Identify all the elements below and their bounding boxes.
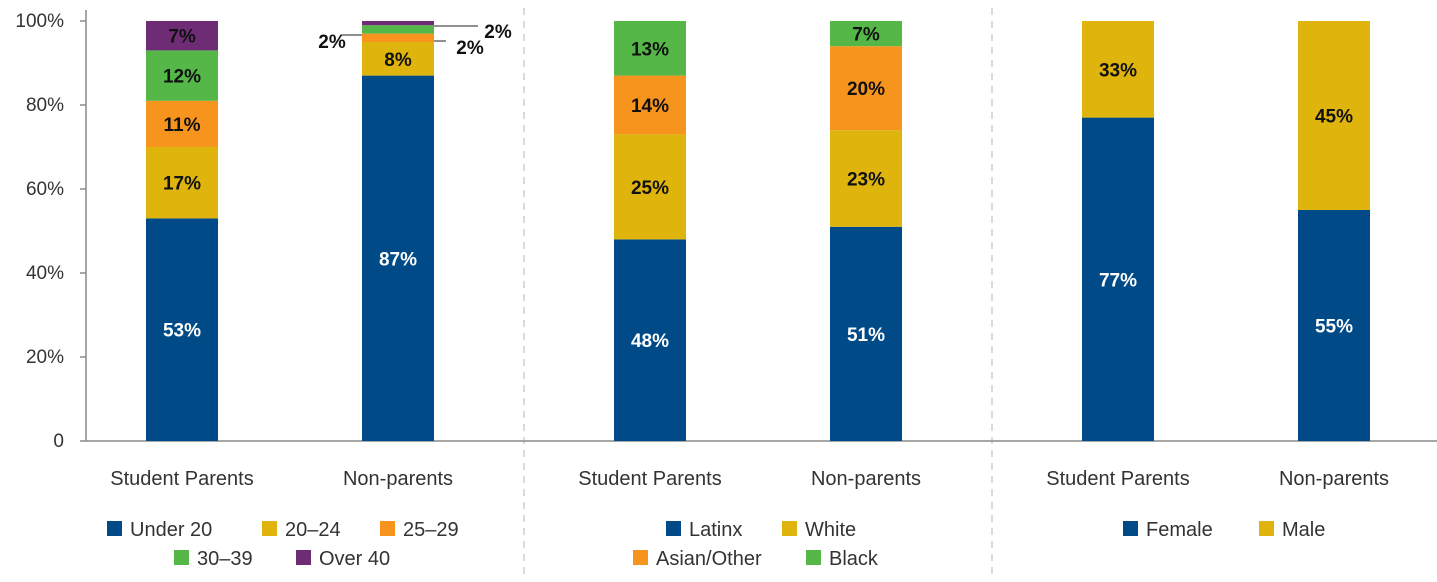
data-label: 77% xyxy=(1099,270,1137,291)
bar-segment-under-20-non-parents xyxy=(362,75,434,441)
bar-segment-white-student-parents xyxy=(614,134,686,240)
bar-segment-latinx-non-parents xyxy=(830,226,902,441)
data-label: 25% xyxy=(631,178,669,199)
legend-label-female: Female xyxy=(1146,519,1213,541)
bar-segment-over-40-student-parents xyxy=(146,21,218,51)
data-label: 14% xyxy=(631,96,669,117)
y-tick-label: 20% xyxy=(26,347,64,368)
legend-label-30-39: 30–39 xyxy=(197,548,253,570)
legend-label-asian-other: Asian/Other xyxy=(656,548,762,570)
bar-segment-black-student-parents xyxy=(614,21,686,76)
bar-segment-male-student-parents xyxy=(1082,21,1154,118)
legend-swatch-25-29 xyxy=(380,521,395,536)
y-tick-label: 80% xyxy=(26,95,64,116)
data-label: 55% xyxy=(1315,317,1353,338)
bar-segment-asian-other-non-parents xyxy=(830,46,902,131)
data-label: 51% xyxy=(847,325,885,346)
x-category-label: Student Parents xyxy=(1046,468,1189,490)
data-label: 87% xyxy=(379,249,417,270)
data-label: 53% xyxy=(163,321,201,342)
data-label: 23% xyxy=(847,170,885,191)
x-category-label: Student Parents xyxy=(578,468,721,490)
bar-segment-25-29-non-parents xyxy=(362,33,434,42)
data-label: 2% xyxy=(318,32,346,53)
y-tick-label: 100% xyxy=(15,11,64,32)
y-tick-label: 0 xyxy=(53,431,64,452)
legend-swatch-30-39 xyxy=(174,550,189,565)
data-label: 48% xyxy=(631,331,669,352)
bar-segment-asian-other-student-parents xyxy=(614,75,686,135)
legend-swatch-female xyxy=(1123,521,1138,536)
bar-segment-20-24-student-parents xyxy=(146,147,218,219)
data-label: 7% xyxy=(852,25,880,46)
data-label: 12% xyxy=(163,67,201,88)
bar-segment-30-39-student-parents xyxy=(146,50,218,101)
bar-segment-under-20-student-parents xyxy=(146,218,218,441)
bar-segment-25-29-student-parents xyxy=(146,100,218,147)
legend-swatch-white xyxy=(782,521,797,536)
legend-swatch-asian-other xyxy=(633,550,648,565)
legend-label-white: White xyxy=(805,519,856,541)
legend-swatch-black xyxy=(806,550,821,565)
legend-swatch-20-24 xyxy=(262,521,277,536)
data-label: 45% xyxy=(1315,107,1353,128)
legend-label-black: Black xyxy=(829,548,879,570)
data-label: 13% xyxy=(631,39,669,60)
data-label: 2% xyxy=(456,38,484,59)
legend-swatch-male xyxy=(1259,521,1274,536)
data-label: 17% xyxy=(163,174,201,195)
bar-segment-male-non-parents xyxy=(1298,21,1370,210)
bar-segment-latinx-student-parents xyxy=(614,239,686,441)
bar-segment-female-non-parents xyxy=(1298,210,1370,441)
legend-swatch-latinx xyxy=(666,521,681,536)
x-category-label: Non-parents xyxy=(1279,468,1389,490)
bar-segment-black-non-parents xyxy=(830,21,902,47)
bar-segment-over-40-non-parents xyxy=(362,21,434,26)
bar-segment-20-24-non-parents xyxy=(362,42,434,76)
x-category-label: Non-parents xyxy=(811,468,921,490)
data-label: 8% xyxy=(384,50,412,71)
legend-label-20-24: 20–24 xyxy=(285,519,341,541)
legend-label-under-20: Under 20 xyxy=(130,519,212,541)
legend-swatch-over-40 xyxy=(296,550,311,565)
data-label: 7% xyxy=(168,27,196,48)
data-label: 20% xyxy=(847,79,885,100)
data-label: 2% xyxy=(484,22,512,43)
y-tick-label: 60% xyxy=(26,179,64,200)
bar-segment-female-student-parents xyxy=(1082,117,1154,441)
legend-label-over-40: Over 40 xyxy=(319,548,390,570)
legend-label-25-29: 25–29 xyxy=(403,519,459,541)
data-label: 11% xyxy=(164,115,201,136)
legend-label-male: Male xyxy=(1282,519,1325,541)
y-tick-label: 40% xyxy=(26,263,64,284)
x-category-label: Student Parents xyxy=(110,468,253,490)
bar-segment-30-39-non-parents xyxy=(362,25,434,34)
legend-label-latinx: Latinx xyxy=(689,519,742,541)
x-category-label: Non-parents xyxy=(343,468,453,490)
data-label: 33% xyxy=(1099,60,1137,81)
bar-segment-white-non-parents xyxy=(830,130,902,227)
legend-swatch-under-20 xyxy=(107,521,122,536)
